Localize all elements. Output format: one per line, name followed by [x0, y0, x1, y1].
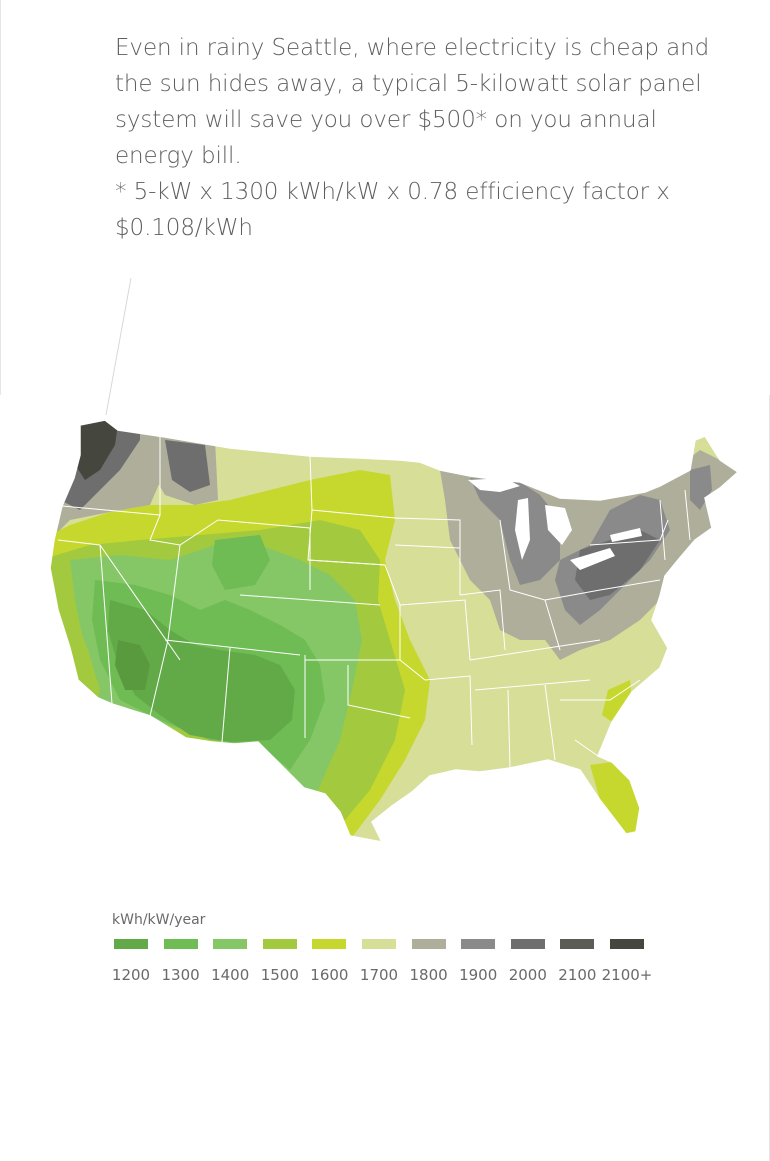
- legend-swatch: [262, 939, 297, 949]
- legend-label: 1700: [359, 966, 399, 984]
- zone-2000: [165, 440, 210, 492]
- caption-line: * 5-kW x 1300 kWh/kW x 0.78 efficiency f…: [115, 179, 670, 205]
- legend-label: 1500: [260, 966, 299, 984]
- zone-1200-core: [115, 640, 150, 690]
- legend-label: 1300: [161, 966, 200, 984]
- legend-label: 1900: [459, 966, 498, 984]
- zone-1600: [590, 762, 640, 834]
- page-edge-line: [0, 0, 1, 395]
- zone-1200: [108, 600, 295, 742]
- caption: Even in rainy Seattle, where electricity…: [115, 30, 715, 246]
- zone-1300: [212, 535, 270, 590]
- legend-label: 2000: [508, 966, 547, 984]
- legend: 1200 1300 1400 1500 1600 1700 1800 1900 2000 2100…: [106, 939, 666, 989]
- great-lakes: [468, 478, 642, 570]
- us-outline: [49, 419, 740, 844]
- legend-swatch: [163, 939, 198, 949]
- legend-label: 1200: [111, 966, 151, 984]
- legend-label: 1400: [211, 966, 250, 984]
- legend-swatch: [213, 939, 248, 949]
- state-borders: [57, 437, 691, 769]
- caption-line: system will save you over $500* on you a…: [115, 107, 657, 133]
- legend-swatch: [560, 939, 595, 949]
- caption-line: the sun hides away, a typical 5-kilowatt…: [115, 71, 702, 97]
- zone-1900: [470, 478, 560, 585]
- zone-1900: [690, 465, 712, 510]
- legend-unit-label: kWh/kW/year: [112, 912, 206, 928]
- legend-swatch: [610, 939, 644, 949]
- zone-2100-plus: [72, 420, 120, 480]
- legend-swatch: [510, 939, 545, 949]
- legend-swatch: [461, 939, 496, 949]
- callout-line: [105, 277, 132, 416]
- legend-label: 2100: [558, 966, 597, 984]
- zone-2000: [575, 530, 660, 600]
- caption-line: $0.108/kWh: [115, 215, 253, 241]
- caption-line: energy bill.: [115, 143, 242, 169]
- legend-label: 1600: [310, 966, 349, 984]
- legend-swatch: [312, 939, 347, 949]
- legend-label: 2100+: [601, 966, 653, 984]
- legend-swatch: [411, 939, 446, 949]
- legend-swatch: [114, 939, 148, 949]
- caption-line: Even in rainy Seattle, where electricity…: [115, 35, 710, 61]
- legend-label: 1800: [409, 966, 448, 984]
- legend-swatch: [362, 939, 396, 949]
